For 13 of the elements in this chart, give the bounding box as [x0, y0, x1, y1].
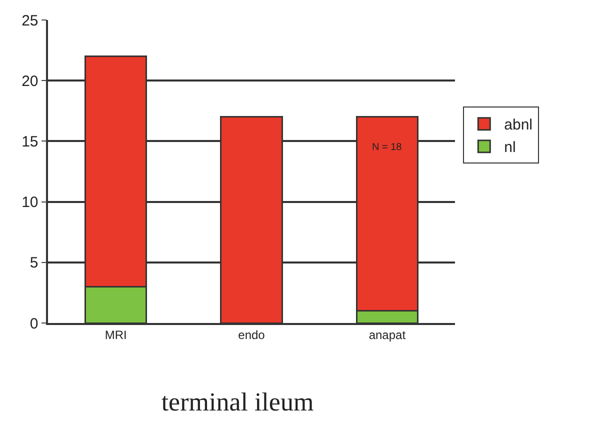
y-tick-label: 25 — [22, 12, 38, 30]
y-tick-label: 10 — [22, 194, 38, 212]
x-tick-label: anapat — [368, 328, 406, 342]
x-tick-label: endo — [238, 328, 266, 342]
legend-label: nl — [504, 139, 516, 156]
legend-label: abnl — [504, 116, 532, 134]
x-tick-label: MRI — [104, 328, 127, 342]
text: terminal ileum — [161, 387, 314, 416]
annotation: N = 18 — [372, 142, 402, 153]
y-tick-label: 15 — [22, 133, 38, 150]
y-tick-label: 0 — [30, 315, 38, 332]
y-tick-label: 20 — [22, 72, 38, 90]
y-tick-label: 5 — [30, 254, 38, 272]
